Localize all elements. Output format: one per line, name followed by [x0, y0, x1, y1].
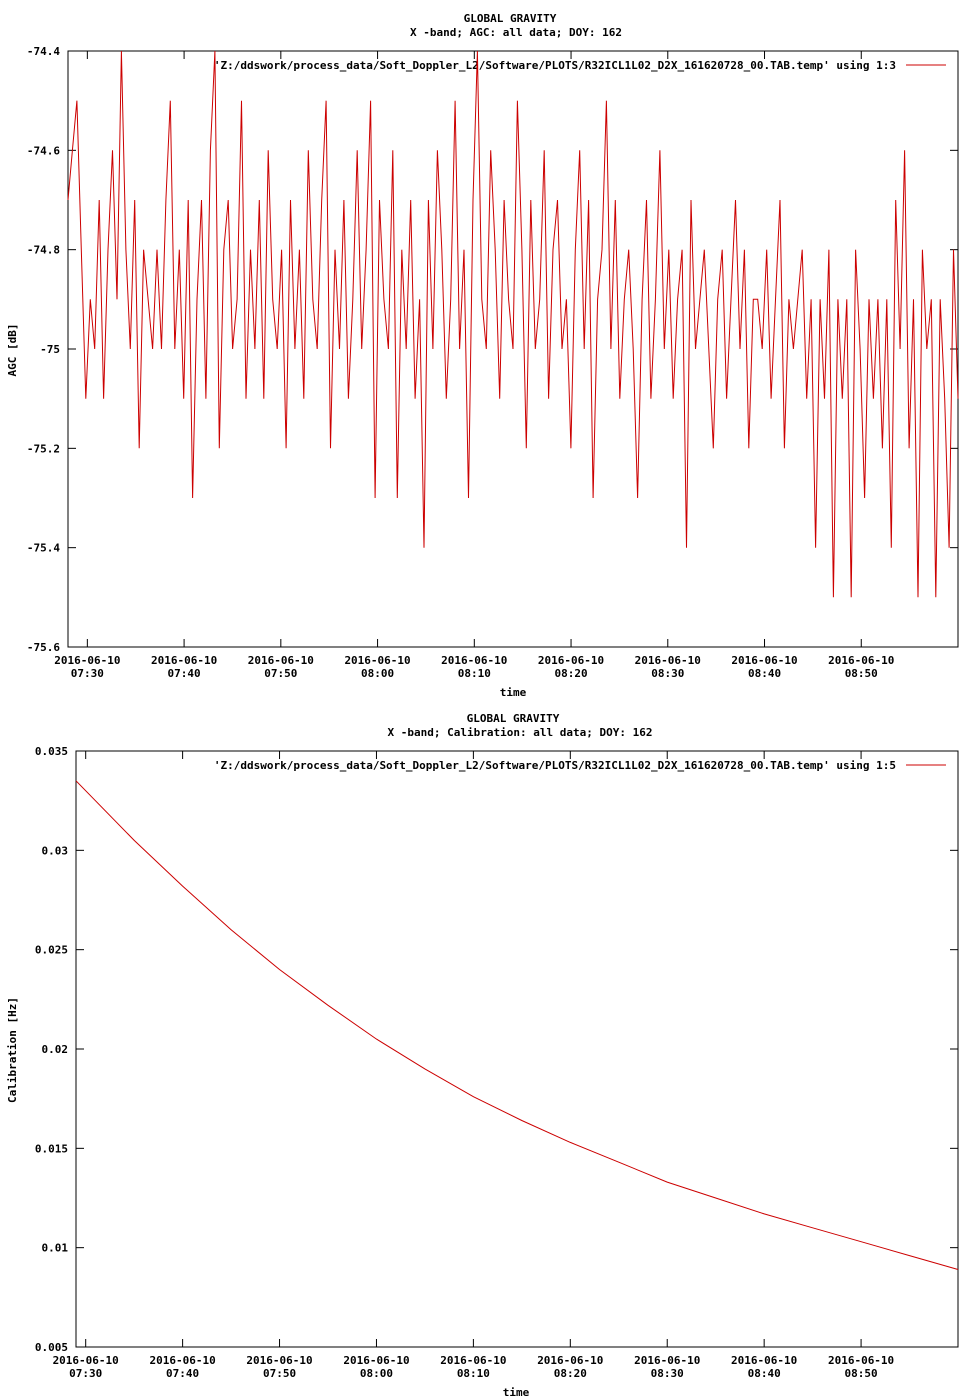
- agc-y-tick-label: -74.4: [27, 45, 60, 58]
- agc-chart-title: GLOBAL GRAVITY: [464, 12, 557, 25]
- calibration-legend-label: 'Z:/ddswork/process_data/Soft_Doppler_L2…: [214, 759, 896, 772]
- calibration-chart-title: GLOBAL GRAVITY: [467, 712, 560, 725]
- agc-x-tick-date-label: 2016-06-10: [828, 654, 894, 667]
- agc-series-line: [67, 50, 959, 598]
- calibration-x-tick-time-label: 08:50: [845, 1367, 878, 1380]
- calibration-x-tick-date-label: 2016-06-10: [149, 1354, 215, 1367]
- calibration-x-tick-time-label: 07:50: [263, 1367, 296, 1380]
- calibration-x-tick-date-label: 2016-06-10: [343, 1354, 409, 1367]
- agc-x-tick-time-label: 08:50: [845, 667, 878, 680]
- calibration-x-tick-time-label: 08:30: [651, 1367, 684, 1380]
- calibration-chart: GLOBAL GRAVITY X -band; Calibration: all…: [6, 712, 959, 1399]
- agc-x-tick-date-label: 2016-06-10: [441, 654, 507, 667]
- calibration-y-tick-label: 0.01: [42, 1242, 69, 1255]
- agc-y-tick-label: -75.2: [27, 442, 60, 455]
- calibration-series-line: [75, 780, 959, 1270]
- calibration-x-tick-time-label: 08:10: [457, 1367, 490, 1380]
- calibration-y-tick-label: 0.035: [35, 745, 68, 758]
- calibration-y-tick-label: 0.015: [35, 1142, 68, 1155]
- calibration-x-tick-time-label: 07:30: [69, 1367, 102, 1380]
- calibration-plot-frame: [75, 750, 959, 1348]
- calibration-y-tick-label: 0.02: [42, 1043, 69, 1056]
- agc-x-tick-time-label: 08:40: [748, 667, 781, 680]
- agc-x-tick-date-label: 2016-06-10: [344, 654, 410, 667]
- agc-x-tick-date-label: 2016-06-10: [54, 654, 120, 667]
- agc-x-tick-date-label: 2016-06-10: [538, 654, 604, 667]
- agc-x-tick-time-label: 07:50: [264, 667, 297, 680]
- agc-chart: GLOBAL GRAVITY X -band; AGC: all data; D…: [6, 12, 959, 699]
- agc-chart-subtitle: X -band; AGC: all data; DOY: 162: [410, 26, 622, 39]
- calibration-x-tick-time-label: 08:40: [748, 1367, 781, 1380]
- calibration-x-tick-date-label: 2016-06-10: [440, 1354, 506, 1367]
- agc-x-tick-date-label: 2016-06-10: [635, 654, 701, 667]
- agc-x-tick-time-label: 08:30: [651, 667, 684, 680]
- calibration-x-tick-date-label: 2016-06-10: [731, 1354, 797, 1367]
- agc-x-tick-date-label: 2016-06-10: [731, 654, 797, 667]
- agc-legend-label: 'Z:/ddswork/process_data/Soft_Doppler_L2…: [214, 59, 896, 72]
- calibration-y-tick-label: 0.005: [35, 1341, 68, 1354]
- agc-x-tick-time-label: 08:20: [554, 667, 587, 680]
- agc-x-tick-time-label: 08:10: [458, 667, 491, 680]
- agc-x-tick-time-label: 07:40: [168, 667, 201, 680]
- agc-x-tick-date-label: 2016-06-10: [248, 654, 314, 667]
- agc-y-tick-label: -75.4: [27, 542, 60, 555]
- calibration-x-tick-date-label: 2016-06-10: [246, 1354, 312, 1367]
- calibration-x-tick-date-label: 2016-06-10: [53, 1354, 119, 1367]
- agc-x-tick-time-label: 08:00: [361, 667, 394, 680]
- calibration-x-tick-time-label: 07:40: [166, 1367, 199, 1380]
- agc-y-axis-label: AGC [dB]: [6, 324, 19, 377]
- calibration-x-tick-date-label: 2016-06-10: [828, 1354, 894, 1367]
- calibration-x-tick-time-label: 08:00: [360, 1367, 393, 1380]
- calibration-y-axis-label: Calibration [Hz]: [6, 997, 19, 1103]
- agc-y-tick-label: -75: [40, 343, 60, 356]
- calibration-y-tick-label: 0.025: [35, 944, 68, 957]
- agc-y-tick-label: -74.6: [27, 144, 60, 157]
- agc-y-tick-label: -75.6: [27, 641, 60, 654]
- calibration-x-axis-label: time: [503, 1386, 530, 1399]
- calibration-x-tick-date-label: 2016-06-10: [634, 1354, 700, 1367]
- calibration-y-tick-label: 0.03: [42, 844, 69, 857]
- agc-x-tick-time-label: 07:30: [71, 667, 104, 680]
- agc-x-tick-date-label: 2016-06-10: [151, 654, 217, 667]
- calibration-x-tick-date-label: 2016-06-10: [537, 1354, 603, 1367]
- calibration-x-tick-time-label: 08:20: [554, 1367, 587, 1380]
- agc-y-tick-label: -74.8: [27, 244, 60, 257]
- agc-x-axis-label: time: [500, 686, 527, 699]
- calibration-chart-subtitle: X -band; Calibration: all data; DOY: 162: [388, 726, 653, 739]
